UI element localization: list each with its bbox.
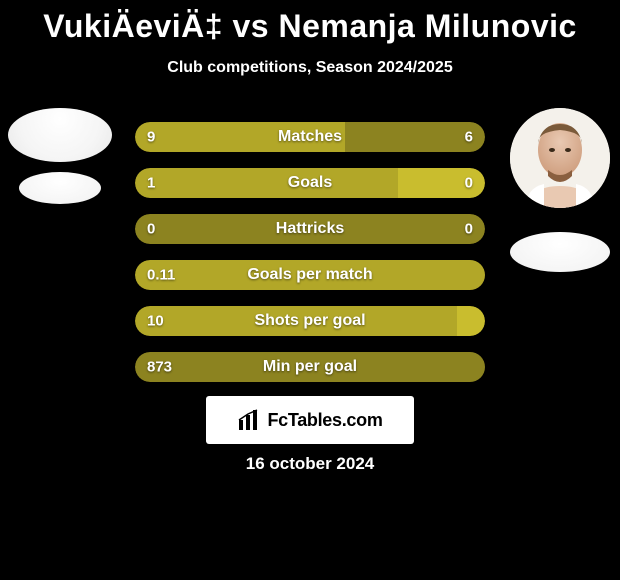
- fctables-logo-text: FcTables.com: [267, 410, 382, 431]
- stat-row: 0.11 Goals per match: [135, 260, 485, 290]
- subtitle: Club competitions, Season 2024/2025: [0, 59, 620, 77]
- stat-label: Goals: [288, 174, 332, 192]
- stat-value-left: 10: [147, 313, 164, 330]
- player-left-avatar: [8, 108, 112, 162]
- footer-date: 16 october 2024: [246, 454, 375, 474]
- stat-row: 9 Matches 6: [135, 122, 485, 152]
- stat-bar-right: [457, 306, 485, 336]
- stat-label: Shots per goal: [254, 312, 365, 330]
- player-left-column: [0, 108, 120, 204]
- stat-value-left: 873: [147, 359, 172, 376]
- stat-value-left: 9: [147, 129, 155, 146]
- stat-value-left: 0: [147, 221, 155, 238]
- stat-value-right: 0: [465, 175, 473, 192]
- stat-value-left: 1: [147, 175, 155, 192]
- player-right-avatar: [510, 108, 610, 208]
- player-right-flag: [510, 232, 610, 272]
- page-title: VukiÄeviÄ‡ vs Nemanja Milunovic: [0, 0, 620, 45]
- stat-label: Min per goal: [263, 358, 357, 376]
- player-photo-icon: [510, 108, 610, 208]
- stat-row: 1 Goals 0: [135, 168, 485, 198]
- stat-label: Goals per match: [247, 266, 372, 284]
- stat-row: 873 Min per goal: [135, 352, 485, 382]
- stat-value-right: 6: [465, 129, 473, 146]
- stat-label: Matches: [278, 128, 342, 146]
- fctables-logo-icon: [237, 408, 261, 432]
- player-left-flag: [19, 172, 101, 204]
- stat-value-right: 0: [465, 221, 473, 238]
- stat-row: 10 Shots per goal: [135, 306, 485, 336]
- player-right-column: [500, 108, 620, 272]
- stat-row: 0 Hattricks 0: [135, 214, 485, 244]
- stat-label: Hattricks: [276, 220, 344, 238]
- stats-bars: 9 Matches 6 1 Goals 0 0 Hattricks 0 0.11 Goals per…: [135, 122, 485, 382]
- stat-value-left: 0.11: [147, 267, 175, 284]
- fctables-logo: FcTables.com: [206, 396, 414, 444]
- stat-bar-left: [135, 168, 398, 198]
